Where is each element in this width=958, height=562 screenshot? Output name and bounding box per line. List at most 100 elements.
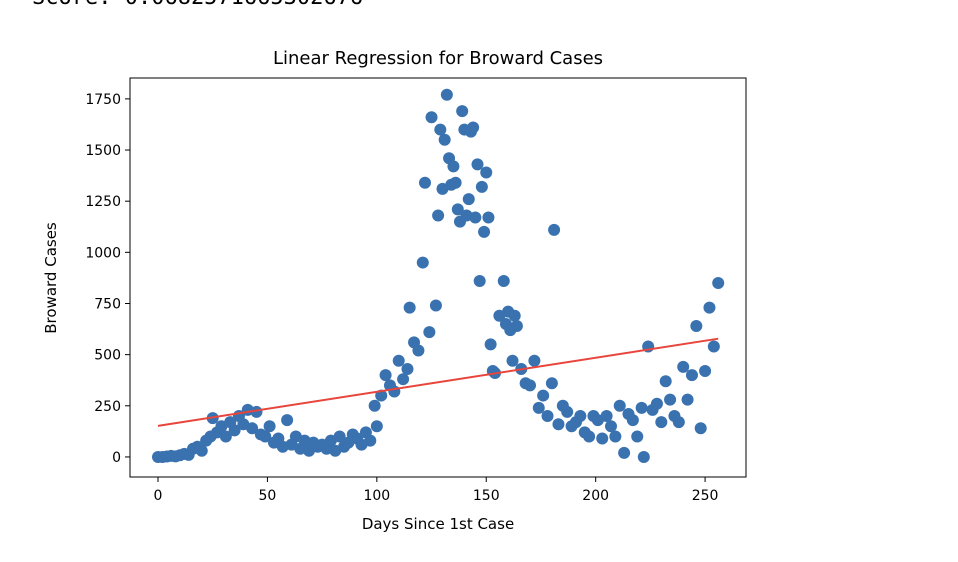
scatter-point bbox=[462, 193, 475, 206]
y-tick-label: 750 bbox=[94, 296, 121, 312]
y-tick-label: 1750 bbox=[85, 92, 121, 108]
scatter-point bbox=[397, 373, 410, 386]
scatter-point bbox=[473, 274, 486, 287]
scatter-point bbox=[480, 166, 493, 179]
y-tick-label: 500 bbox=[94, 348, 121, 364]
x-axis-label: Days Since 1st Case bbox=[362, 515, 514, 533]
scatter-point bbox=[412, 344, 425, 357]
scatter-point bbox=[281, 414, 294, 427]
scatter-point bbox=[219, 430, 232, 443]
score-output: Score: 0.0682571665302676 bbox=[32, 0, 363, 10]
scatter-point bbox=[631, 430, 644, 443]
scatter-point bbox=[388, 385, 401, 398]
scatter-point bbox=[333, 430, 346, 443]
scatter-point bbox=[484, 338, 497, 351]
x-tick-label: 250 bbox=[692, 488, 719, 504]
scatter-point bbox=[403, 301, 416, 314]
scatter-point bbox=[548, 223, 561, 236]
scatter-point bbox=[392, 354, 405, 367]
scatter-point bbox=[600, 410, 613, 423]
x-tick-label: 200 bbox=[582, 488, 609, 504]
scatter-point bbox=[451, 203, 464, 216]
scatter-point bbox=[707, 340, 720, 353]
scatter-point bbox=[195, 444, 208, 457]
scatter-point bbox=[664, 393, 677, 406]
scatter-point bbox=[449, 176, 462, 189]
scatter-point bbox=[655, 416, 668, 429]
scatter-point bbox=[506, 354, 519, 367]
scatter-point bbox=[497, 274, 510, 287]
scatter-point bbox=[228, 424, 241, 437]
x-tick-label: 100 bbox=[363, 488, 390, 504]
regression-line bbox=[157, 337, 719, 427]
scatter-point bbox=[259, 430, 272, 443]
scatter-point bbox=[712, 277, 725, 290]
scatter-point bbox=[364, 434, 377, 447]
scatter-point bbox=[246, 422, 259, 435]
scatter-point bbox=[583, 430, 596, 443]
scatter-point bbox=[703, 301, 716, 314]
scatter-point bbox=[659, 375, 672, 388]
scatter-point bbox=[552, 418, 565, 431]
scatter-point bbox=[561, 405, 574, 418]
scatter-point bbox=[429, 299, 442, 312]
scatter-point bbox=[637, 450, 650, 463]
scatter-point bbox=[379, 369, 392, 382]
scatter-point bbox=[508, 309, 521, 322]
scatter-point bbox=[613, 399, 626, 412]
y-axis-label: Broward Cases bbox=[42, 222, 60, 334]
scatter-point bbox=[672, 416, 685, 429]
scatter-point bbox=[469, 211, 482, 224]
scatter-point bbox=[677, 360, 690, 373]
scatter-point bbox=[478, 225, 491, 238]
scatter-point bbox=[574, 410, 587, 423]
scatter-point bbox=[604, 420, 617, 433]
x-tick-label: 50 bbox=[259, 488, 277, 504]
y-tick-label: 1250 bbox=[85, 194, 121, 210]
scatter-point bbox=[475, 180, 488, 193]
scatter-point bbox=[440, 88, 453, 101]
x-tick-label: 0 bbox=[154, 488, 163, 504]
scatter-point bbox=[699, 365, 712, 378]
scatter-point bbox=[467, 121, 480, 134]
scatter-point bbox=[401, 362, 414, 375]
scatter-point bbox=[690, 319, 703, 332]
scatter-point bbox=[423, 326, 436, 339]
scatter-point bbox=[447, 160, 460, 173]
scatter-point bbox=[694, 422, 707, 435]
scatter-point bbox=[416, 256, 429, 269]
scatter-point bbox=[425, 111, 438, 124]
scatter-point bbox=[635, 401, 648, 414]
scatter-point bbox=[368, 399, 381, 412]
y-tick-label: 1000 bbox=[85, 245, 121, 261]
x-tick-label: 150 bbox=[473, 488, 500, 504]
scatter-point bbox=[650, 397, 663, 410]
plot-frame bbox=[129, 77, 747, 478]
scatter-point bbox=[537, 389, 550, 402]
scatter-point bbox=[681, 393, 694, 406]
scatter-point bbox=[418, 176, 431, 189]
scatter-point bbox=[263, 420, 276, 433]
scatter-point bbox=[596, 432, 609, 445]
scatter-point bbox=[618, 446, 631, 459]
scatter-point bbox=[626, 414, 639, 427]
scatter-point bbox=[482, 211, 495, 224]
chart-title: Linear Regression for Broward Cases bbox=[273, 48, 603, 69]
y-tick-label: 1500 bbox=[85, 143, 121, 159]
scatter-point bbox=[434, 123, 447, 136]
scatter-point bbox=[685, 369, 698, 382]
scatter-point bbox=[609, 430, 622, 443]
scatter-point bbox=[370, 420, 383, 433]
scatter-point bbox=[541, 410, 554, 423]
scatter-point bbox=[545, 377, 558, 390]
scatter-point bbox=[510, 319, 523, 332]
scatter-point bbox=[528, 354, 541, 367]
y-tick-label: 0 bbox=[112, 450, 121, 466]
scatter-point bbox=[250, 405, 263, 418]
scatter-point bbox=[524, 379, 537, 392]
scatter-point bbox=[532, 401, 545, 414]
scatter-point bbox=[456, 105, 469, 118]
scatter-point bbox=[432, 209, 445, 222]
